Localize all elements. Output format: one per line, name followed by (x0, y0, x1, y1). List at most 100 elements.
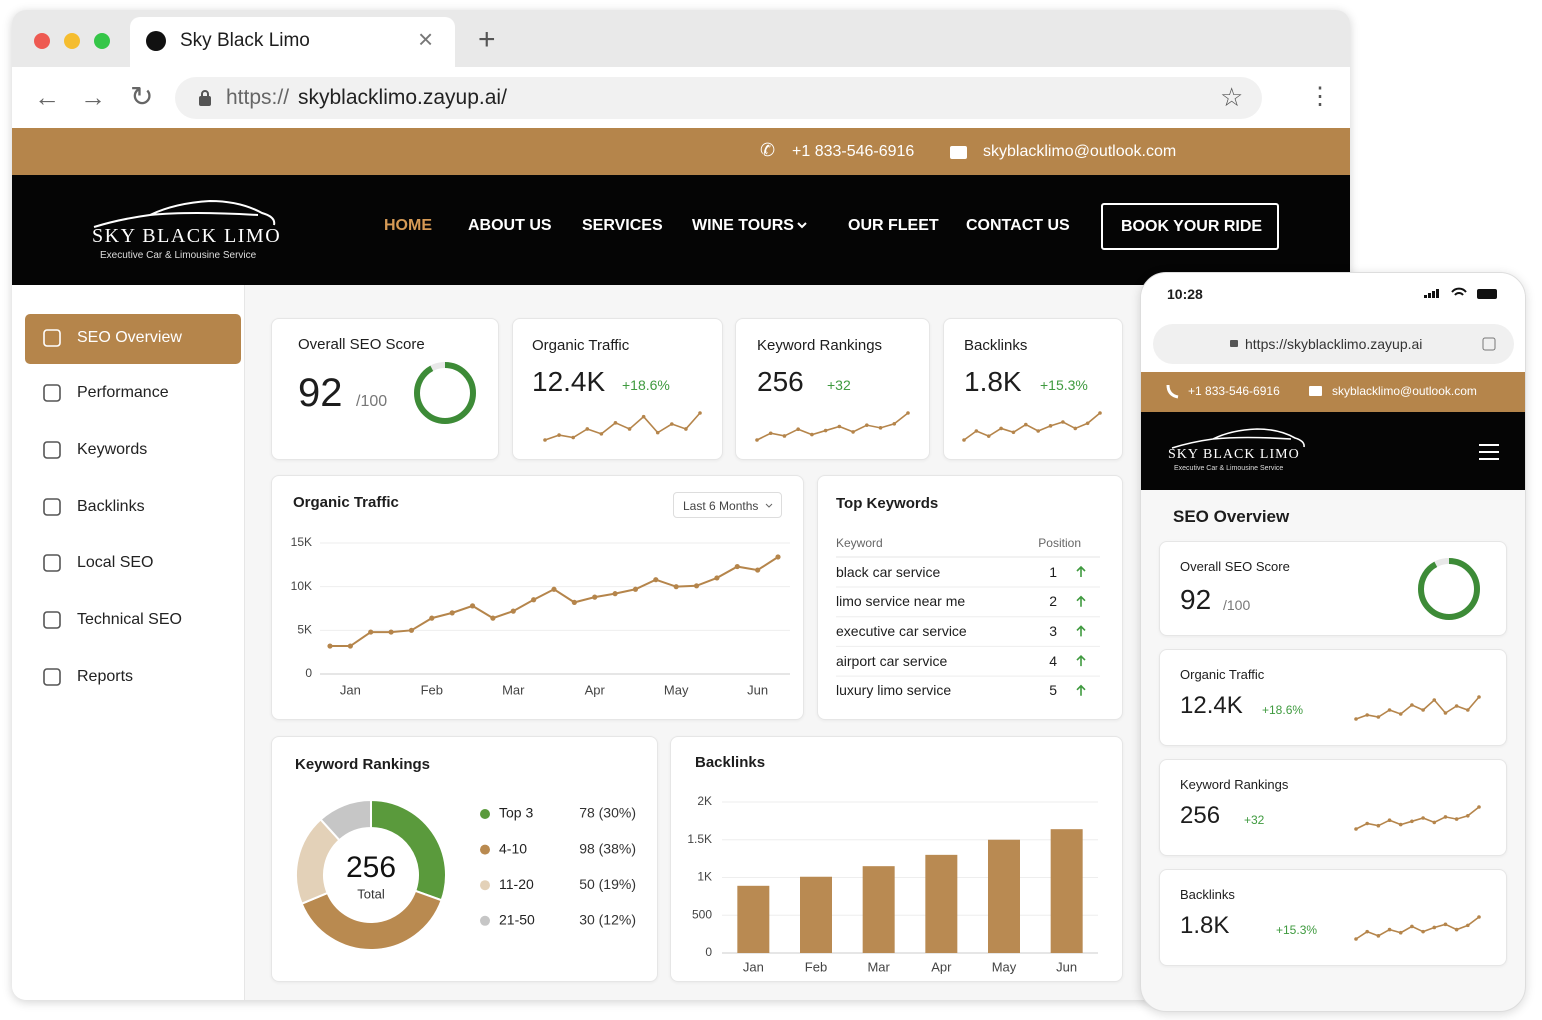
position: 4 (1049, 652, 1057, 669)
m-kpi-value: 256 (1180, 801, 1221, 829)
sidebar-item[interactable]: Backlinks (77, 498, 145, 516)
cta-label[interactable]: BOOK YOUR RIDE (1121, 218, 1263, 235)
email-icon (950, 146, 967, 159)
address-bar[interactable] (175, 77, 1262, 119)
m-kpi-label: Keyword Rankings (1180, 777, 1289, 793)
mobile-nav (1141, 412, 1525, 490)
m-kpi-change: +32 (1244, 812, 1265, 827)
sidebar-item[interactable]: Reports (77, 668, 134, 686)
kpi-max: /100 (356, 393, 388, 411)
chart-title: Keyword Rankings (295, 756, 431, 773)
phone-icon: ✆ (760, 140, 776, 160)
sidebar-item[interactable]: Performance (77, 384, 169, 402)
kpi-value: 92 (298, 371, 343, 415)
nav-item[interactable]: HOME (384, 217, 432, 235)
sidebar-item[interactable]: Keywords (77, 441, 148, 459)
tab[interactable] (130, 17, 455, 69)
m-kpi-change: +15.3% (1276, 922, 1318, 937)
nav-item[interactable]: CONTACT US (966, 217, 1070, 235)
logo-tagline: Executive Car & Limousine Service (100, 250, 257, 261)
logo-car (93, 199, 276, 228)
m-kpi-value: 92 (1180, 584, 1212, 616)
sidebar-item[interactable]: Technical SEO (77, 611, 182, 629)
keyword: limo service near me (836, 593, 966, 610)
keyword: black car service (836, 563, 941, 580)
keyword: executive car service (836, 623, 967, 639)
sidebar (12, 285, 245, 1000)
kpi-label: Overall SEO Score (298, 336, 425, 353)
sidebar-active (25, 314, 241, 364)
m-kpi-change: +18.6% (1262, 702, 1304, 717)
mobile-time: 10:28 (1167, 285, 1203, 302)
nav-bar (12, 175, 1350, 285)
nav-item[interactable]: OUR FLEET (848, 217, 939, 235)
col-header: Keyword (836, 535, 883, 550)
lock-icon (199, 90, 211, 106)
range-select[interactable] (673, 492, 782, 518)
bookmark[interactable]: ☆ (1220, 82, 1244, 112)
keyword: luxury limo service (836, 682, 952, 699)
kpi-value: 12.4K (532, 366, 606, 398)
chart-title: Organic Traffic (293, 494, 399, 511)
mobile-top-bar (1141, 372, 1525, 412)
email: skyblacklimo@outlook.com (983, 143, 1177, 160)
nav-item[interactable]: SERVICES (582, 217, 663, 235)
min-dot[interactable] (64, 33, 80, 49)
m-kpi-value: 1.8K (1180, 911, 1230, 939)
tab-close[interactable]: × (418, 24, 434, 54)
backlinks-card (670, 736, 1123, 982)
keyword: airport car service (836, 652, 948, 669)
m-card (1159, 541, 1507, 636)
mobile-url: https://skyblacklimo.zayup.ai (1245, 335, 1423, 352)
m-kpi-max: /100 (1223, 596, 1251, 613)
kpi-change: +15.3% (1040, 376, 1088, 393)
table-title: Top Keywords (836, 495, 939, 512)
mobile-mockup (1140, 272, 1526, 1012)
nav-item[interactable]: WINE TOURS (692, 217, 794, 235)
m-kpi-label: Organic Traffic (1180, 667, 1265, 683)
position: 2 (1049, 593, 1057, 610)
sidebar-item[interactable]: Local SEO (77, 554, 154, 572)
m-kpi-label: Backlinks (1180, 887, 1235, 903)
cta-button[interactable] (1101, 203, 1279, 250)
kpi-value: 256 (757, 366, 804, 398)
position: 5 (1049, 682, 1057, 699)
chart-title: Backlinks (695, 754, 766, 771)
kpi-label: Backlinks (964, 337, 1028, 354)
col-header: Position (1038, 535, 1081, 550)
m-logo-tagline: Executive Car & Limousine Service (1174, 464, 1284, 472)
m-section-title: SEO Overview (1173, 506, 1290, 526)
close-dot[interactable] (34, 33, 50, 49)
m-phone-icon: +1 833-546-6916 (1188, 383, 1280, 398)
tab-title: Sky Black Limo (180, 30, 310, 51)
mobile-address[interactable] (1153, 324, 1514, 364)
favicon (146, 31, 166, 51)
nav-item[interactable]: ABOUT US (468, 217, 552, 235)
max-dot[interactable] (94, 33, 110, 49)
hamburger-mid (1479, 451, 1499, 453)
top-bar (12, 128, 1350, 175)
m-kpi-value: 12.4K (1180, 691, 1243, 719)
mobile-logo-car (1171, 428, 1305, 449)
kpi-change: +18.6% (622, 376, 670, 393)
m-email: skyblacklimo@outlook.com (1332, 383, 1477, 398)
menu[interactable]: ⋮ (1308, 83, 1332, 110)
forward[interactable]: → (80, 82, 106, 112)
position: 3 (1049, 623, 1057, 639)
url-host: skyblacklimo.zayup.ai/ (298, 86, 507, 109)
new-tab[interactable]: + (478, 23, 496, 56)
hamburger[interactable] (1479, 444, 1499, 460)
position: 1 (1049, 563, 1057, 580)
back[interactable]: ← (34, 82, 60, 112)
sidebar-item[interactable]: SEO Overview (77, 329, 182, 347)
kpi-change: +32 (827, 376, 851, 393)
kpi-label: Keyword Rankings (757, 337, 883, 354)
reload[interactable]: ↻ (130, 81, 154, 112)
url-scheme: https:// (226, 86, 290, 109)
m-logo-name: SKY BLACK LIMO (1168, 446, 1300, 462)
range-label: Last 6 Months (683, 498, 759, 513)
kpi-label: Organic Traffic (532, 337, 630, 354)
logo-name: SKY BLACK LIMO (92, 225, 282, 247)
m-kpi-label: Overall SEO Score (1180, 559, 1290, 575)
